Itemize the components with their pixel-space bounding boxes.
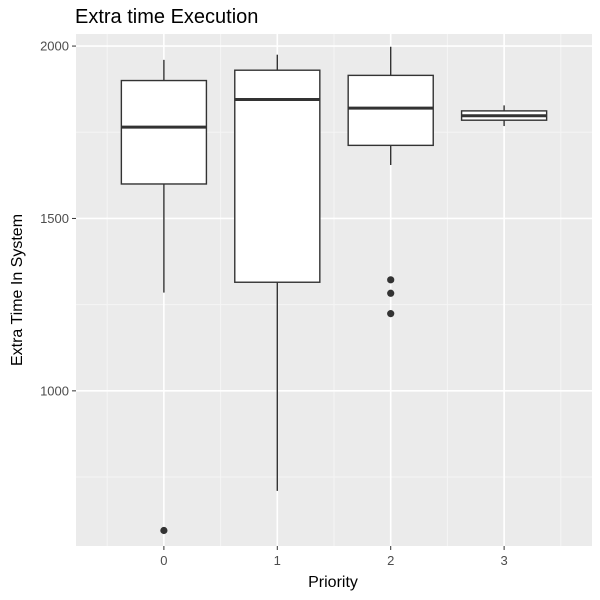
outlier-point (160, 526, 168, 535)
axes: 1000 1500 2000 0 1 2 3 (40, 39, 508, 568)
box-2 (347, 46, 434, 318)
boxes (120, 46, 548, 535)
x-axis-title: Priority (308, 574, 358, 591)
box-body (234, 69, 321, 283)
y-tick-label: 1500 (40, 211, 69, 226)
chart-title: Extra time Execution (75, 6, 258, 28)
outlier-point (387, 289, 395, 297)
box-1 (234, 54, 321, 491)
outlier-point (387, 276, 395, 284)
box-0 (120, 59, 208, 535)
x-tick-label: 0 (160, 553, 167, 568)
box-body (120, 79, 208, 185)
box-body (347, 74, 434, 147)
x-tick-label: 3 (500, 553, 507, 568)
y-tick-label: 1000 (40, 383, 69, 398)
y-axis-title: Extra Time In System (9, 214, 26, 366)
outlier-point (387, 310, 395, 318)
x-tick-label: 1 (274, 553, 281, 568)
box-3 (460, 105, 548, 127)
x-tick-label: 2 (387, 553, 394, 568)
y-tick-label: 2000 (40, 39, 69, 54)
